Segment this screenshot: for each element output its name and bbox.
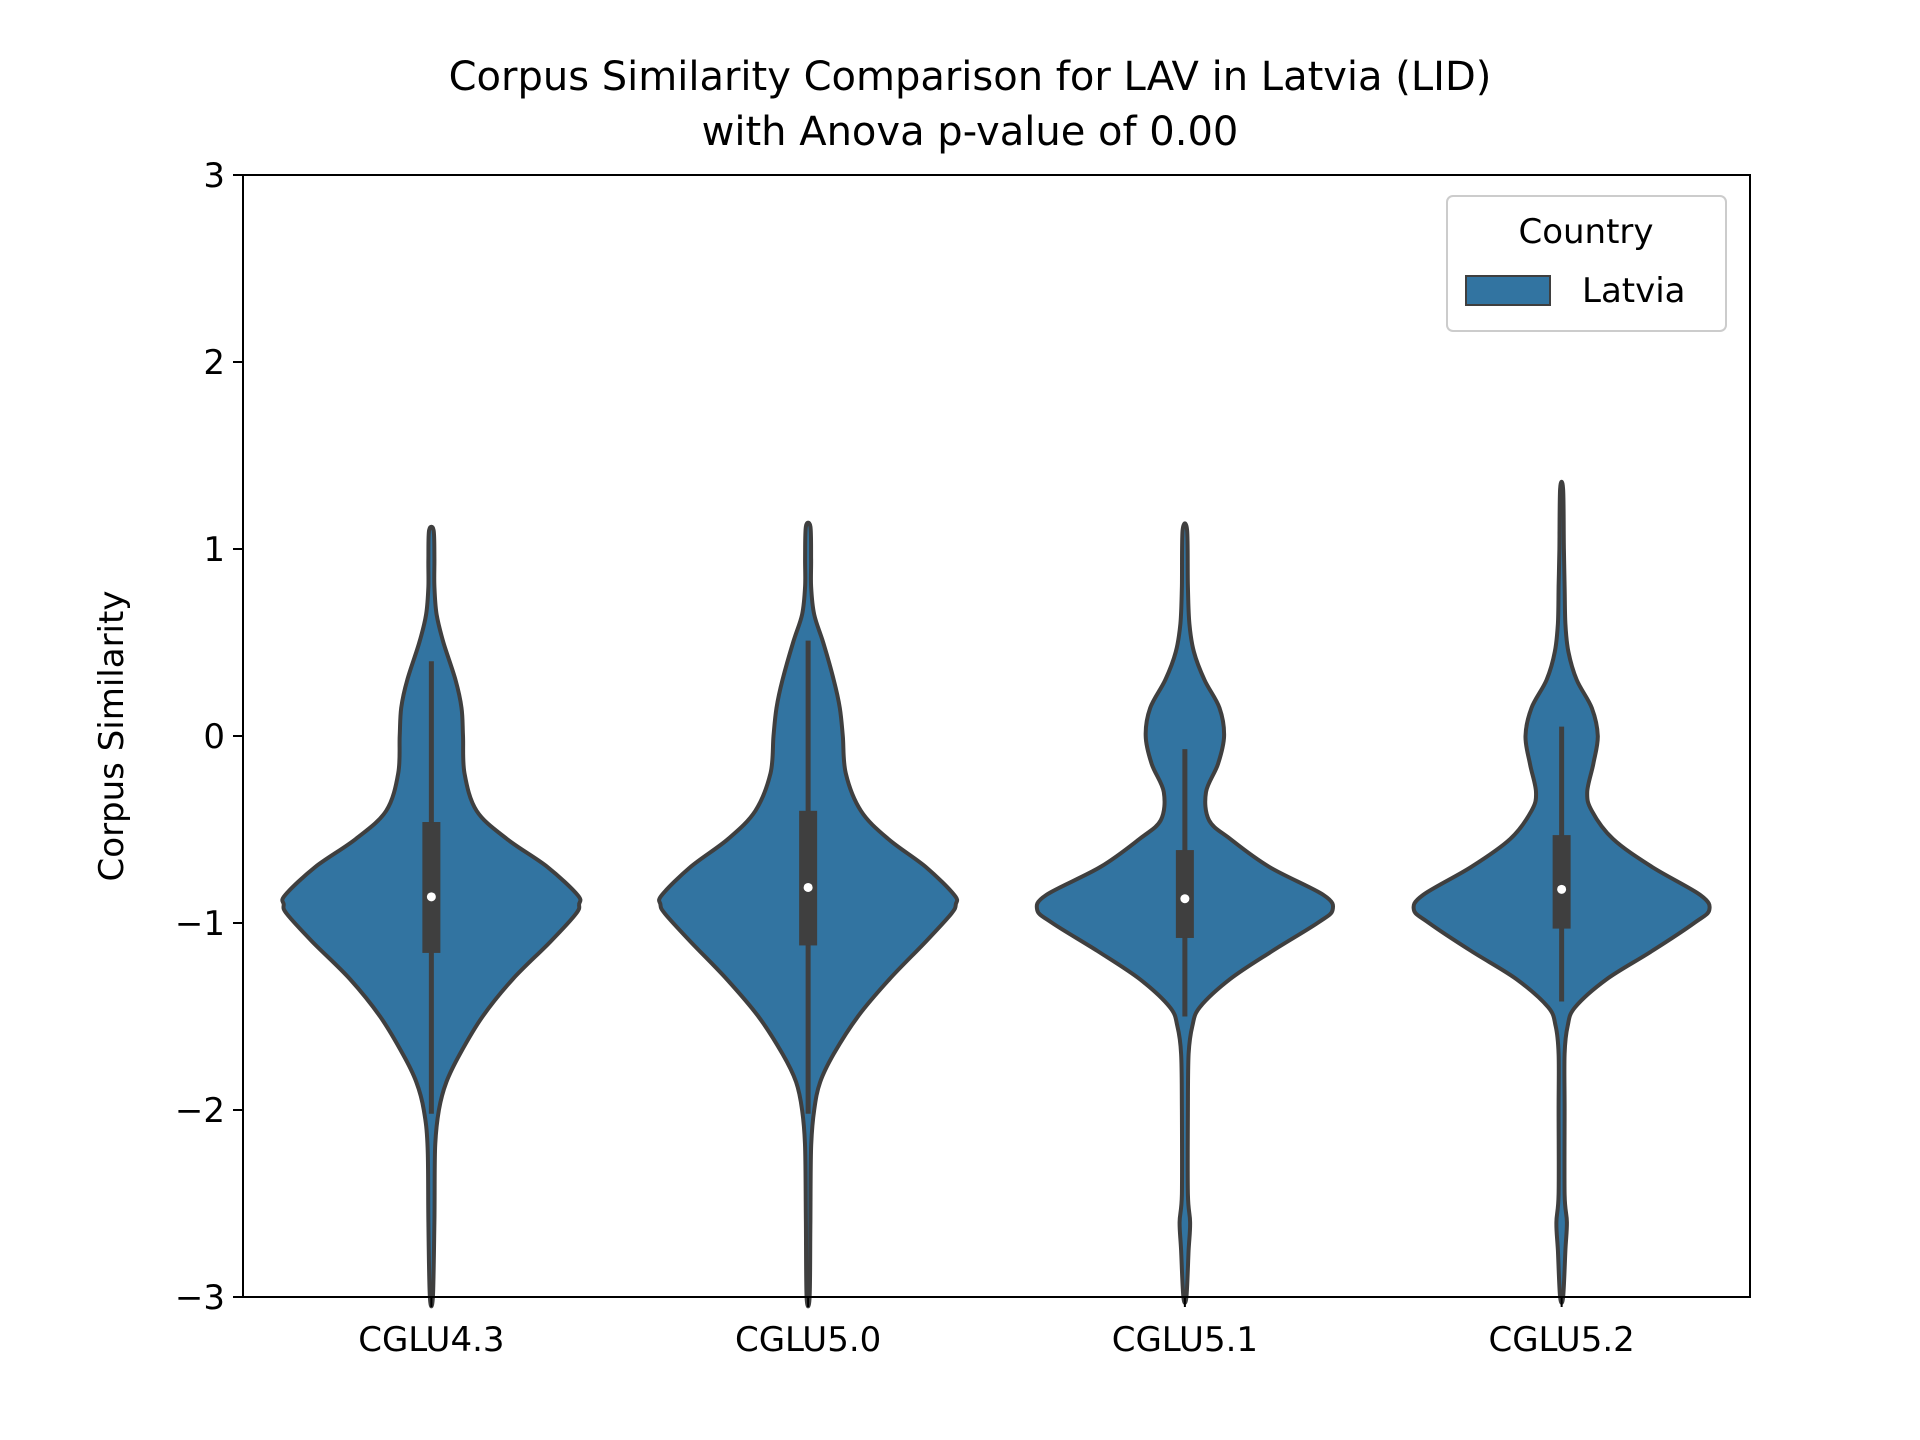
iqr-box-CGLU4.3 (422, 822, 441, 953)
x-axis-ticks: CGLU4.3 CGLU5.0 CGLU5.1 CGLU5.2 (358, 1297, 1635, 1360)
iqr-box-CGLU5.2 (1552, 835, 1571, 929)
y-tick-label: −2 (175, 1091, 225, 1131)
legend-swatch-latvia (1465, 275, 1551, 306)
iqr-box-CGLU5.1 (1175, 850, 1194, 938)
median-dot-CGLU5.0 (803, 882, 813, 892)
x-tick-label: CGLU5.1 (1112, 1320, 1258, 1360)
y-tick-label: −1 (175, 904, 225, 944)
iqr-box-CGLU5.0 (799, 810, 818, 946)
legend: Country Latvia (1446, 195, 1727, 332)
legend-title: Country (1518, 212, 1653, 252)
median-dot-CGLU5.1 (1180, 894, 1190, 904)
x-tick-label: CGLU5.0 (735, 1320, 881, 1360)
chart-title-line-2: with Anova p-value of 0.00 (702, 109, 1239, 155)
legend-label-latvia: Latvia (1582, 271, 1686, 311)
y-tick-label: −3 (175, 1278, 225, 1318)
y-tick-label: 0 (203, 717, 225, 757)
y-axis-label: Corpus Similarity (92, 591, 132, 882)
violins-layer (280, 479, 1712, 1309)
y-tick-label: 2 (203, 343, 225, 383)
median-dot-CGLU4.3 (426, 892, 436, 902)
y-tick-label: 3 (203, 156, 225, 196)
median-dot-CGLU5.2 (1557, 884, 1567, 894)
chart-title-line-1: Corpus Similarity Comparison for LAV in … (449, 54, 1492, 100)
x-tick-label: CGLU5.2 (1488, 1320, 1634, 1360)
y-axis-ticks: −3 −2 −1 0 1 2 3 (175, 156, 243, 1318)
x-tick-label: CGLU4.3 (358, 1320, 504, 1360)
y-tick-label: 1 (203, 530, 225, 570)
